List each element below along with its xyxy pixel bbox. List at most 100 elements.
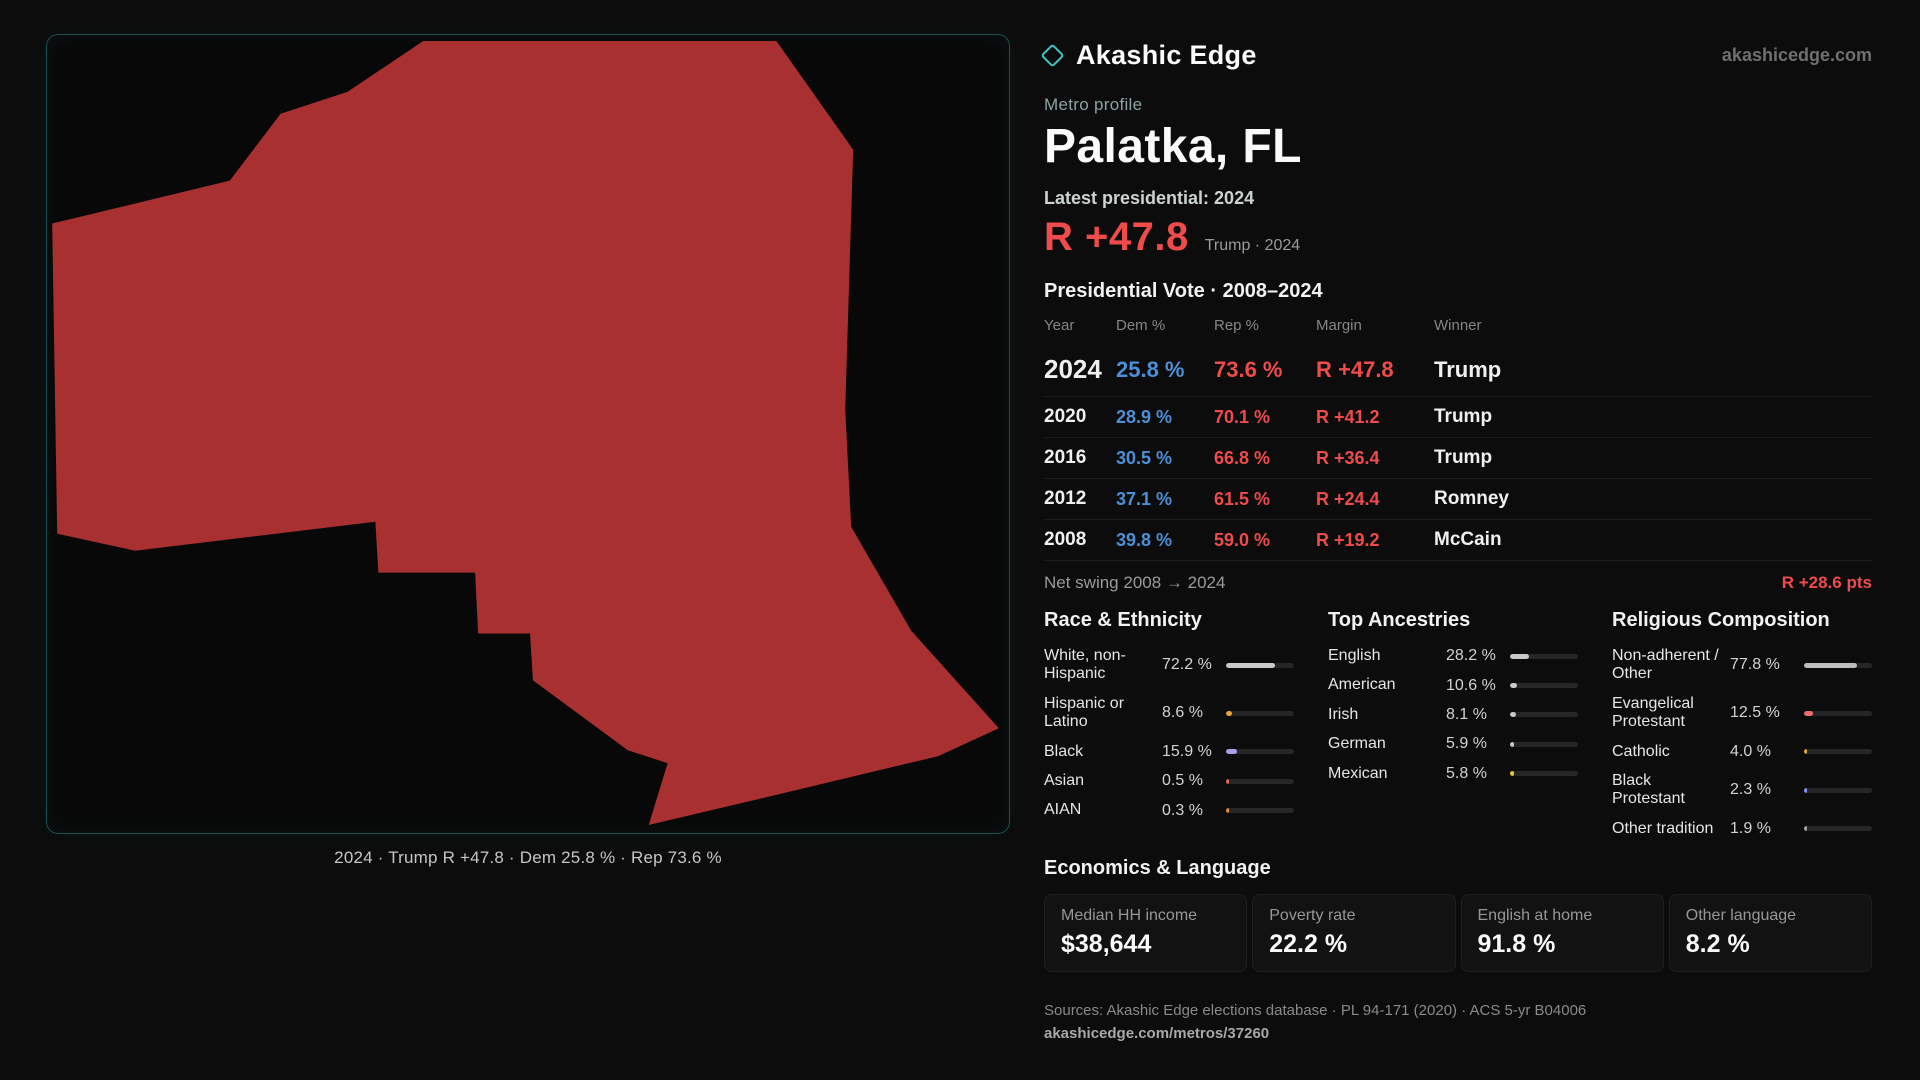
winner-cell: Romney: [1434, 488, 1509, 509]
column-header-dem: Dem %: [1116, 317, 1166, 334]
year-cell: 2016: [1044, 447, 1087, 468]
dem-cell: 39.8 %: [1116, 529, 1173, 550]
religion-column: Religious Composition Non-adherent / Oth…: [1612, 609, 1872, 849]
demo-value: 5.8 %: [1446, 764, 1487, 782]
vote-table: Year Dem % Rep % Margin Winner 2024 25.8…: [1044, 303, 1872, 561]
dem-cell: 28.9 %: [1116, 406, 1173, 427]
demo-value: 72.2 %: [1162, 656, 1212, 674]
column-header-margin: Margin: [1316, 317, 1362, 334]
column-header-winner: Winner: [1434, 317, 1482, 334]
metro-map-panel: [46, 34, 1010, 834]
vote-row-2020: 2020 28.9 % 70.1 % R +41.2 Trump: [1044, 397, 1872, 438]
demo-row: AIAN 0.3 %: [1044, 801, 1294, 819]
vote-row-2024: 2024 25.8 % 73.6 % R +47.8 Trump: [1044, 343, 1872, 397]
demo-label: American: [1328, 676, 1396, 694]
demo-label: Black Protestant: [1612, 771, 1685, 808]
demo-bar: [1804, 749, 1872, 755]
stat-label: Other language: [1685, 907, 1797, 925]
latest-label: Latest presidential: 2024: [1044, 188, 1255, 208]
brand-header: Akashic Edge akashicedge.com: [1040, 40, 1872, 71]
stat-label: Poverty rate: [1269, 907, 1356, 925]
race-title: Race & Ethnicity: [1044, 609, 1202, 631]
ancestry-title: Top Ancestries: [1328, 609, 1471, 631]
site-link[interactable]: akashicedge.com: [1721, 45, 1872, 65]
demo-row: Catholic 4.0 %: [1612, 743, 1872, 761]
margin-cell: R +47.8: [1316, 356, 1394, 382]
rep-cell: 61.5 %: [1214, 488, 1271, 509]
rep-cell: 66.8 %: [1214, 447, 1271, 468]
demo-row: German 5.9 %: [1328, 735, 1578, 753]
demo-label: Asian: [1044, 771, 1085, 789]
vote-table-header: Year Dem % Rep % Margin Winner: [1044, 317, 1872, 343]
demo-value: 1.9 %: [1730, 819, 1771, 837]
stat-value: 22.2 %: [1269, 930, 1348, 959]
demo-bar: [1510, 771, 1578, 777]
vote-row-2016: 2016 30.5 % 66.8 % R +36.4 Trump: [1044, 438, 1872, 479]
vote-table-title: Presidential Vote · 2008–2024: [1044, 280, 1323, 302]
county-shape: [52, 40, 999, 826]
stat-label: Median HH income: [1061, 907, 1198, 925]
demo-value: 8.6 %: [1162, 704, 1203, 722]
margin-cell: R +36.4: [1316, 447, 1380, 468]
demo-row: Hispanic or Latino 8.6 %: [1044, 695, 1294, 732]
net-swing-value: R +28.6 pts: [1781, 573, 1872, 592]
demo-row: Black Protestant 2.3 %: [1612, 772, 1872, 809]
net-swing-label: Net swing 2008 → 2024: [1044, 573, 1226, 592]
footer-permalink[interactable]: akashicedge.com/metros/37260: [1044, 1025, 1270, 1043]
demo-bar: [1804, 662, 1872, 668]
demo-bar: [1510, 741, 1578, 747]
demo-label: English: [1328, 647, 1381, 664]
demo-value: 0.3 %: [1162, 801, 1203, 819]
demo-row: Mexican 5.8 %: [1328, 765, 1578, 783]
demo-row: Evangelical Protestant 12.5 %: [1612, 695, 1872, 732]
demographics-section: Race & Ethnicity White, non-Hispanic 72.…: [1044, 609, 1872, 849]
vote-row-2012: 2012 37.1 % 61.5 % R +24.4 Romney: [1044, 479, 1872, 520]
demo-value: 28.2 %: [1446, 647, 1496, 665]
brand-logo: Akashic Edge: [1040, 40, 1257, 71]
column-header-year: Year: [1044, 317, 1075, 334]
demo-label: AIAN: [1044, 801, 1082, 819]
winner-cell: Trump: [1434, 356, 1502, 382]
demo-label: Hispanic or Latino: [1044, 694, 1125, 731]
demo-bar: [1510, 683, 1578, 689]
stat-card-poverty-rate: Poverty rate 22.2 %: [1252, 894, 1456, 973]
demo-value: 12.5 %: [1730, 704, 1780, 722]
economics-cards: Median HH income $38,644 Poverty rate 22…: [1044, 894, 1872, 973]
margin-cell: R +41.2: [1316, 406, 1380, 427]
demo-label: Irish: [1328, 705, 1359, 723]
stat-value: 91.8 %: [1477, 930, 1556, 959]
metro-profile-label: Metro profile: [1044, 95, 1143, 114]
stat-label: English at home: [1477, 907, 1593, 925]
demo-bar: [1804, 710, 1872, 716]
stat-card-other-language: Other language 8.2 %: [1668, 894, 1872, 973]
demo-value: 0.5 %: [1162, 772, 1203, 790]
demo-label: Catholic: [1612, 742, 1670, 760]
diamond-icon: [1040, 43, 1065, 68]
dem-cell: 25.8 %: [1116, 356, 1185, 382]
headline-margin-row: R +47.8 Trump · 2024: [1044, 215, 1872, 260]
margin-cell: R +19.2: [1316, 529, 1380, 550]
footer-sources: Sources: Akashic Edge elections database…: [1044, 1002, 1587, 1020]
profile-panel: Akashic Edge akashicedge.com Metro profi…: [1040, 34, 1872, 1080]
rep-cell: 59.0 %: [1214, 529, 1271, 550]
demo-bar: [1510, 653, 1578, 659]
headline-margin: R +47.8: [1044, 215, 1189, 259]
demo-row: White, non-Hispanic 72.2 %: [1044, 647, 1294, 684]
demo-value: 8.1 %: [1446, 705, 1487, 723]
year-cell: 2012: [1044, 488, 1087, 509]
demo-row: Other tradition 1.9 %: [1612, 820, 1872, 838]
headline-sub: Trump · 2024: [1204, 237, 1301, 254]
footer: Sources: Akashic Edge elections database…: [1044, 1002, 1872, 1042]
stat-value: 8.2 %: [1685, 930, 1750, 959]
net-swing-row: Net swing 2008 → 2024 R +28.6 pts: [1044, 561, 1872, 593]
dem-cell: 37.1 %: [1116, 488, 1173, 509]
stat-value: $38,644: [1061, 930, 1152, 959]
ancestry-column: Top Ancestries English 28.2 % American 1…: [1328, 609, 1578, 849]
demo-row: Non-adherent / Other 77.8 %: [1612, 647, 1872, 684]
column-header-rep: Rep %: [1214, 317, 1260, 334]
map-caption: 2024 · Trump R +47.8 · Dem 25.8 % · Rep …: [334, 848, 722, 867]
demo-label: Black: [1044, 742, 1084, 760]
race-column: Race & Ethnicity White, non-Hispanic 72.…: [1044, 609, 1294, 849]
demo-row: Irish 8.1 %: [1328, 706, 1578, 724]
